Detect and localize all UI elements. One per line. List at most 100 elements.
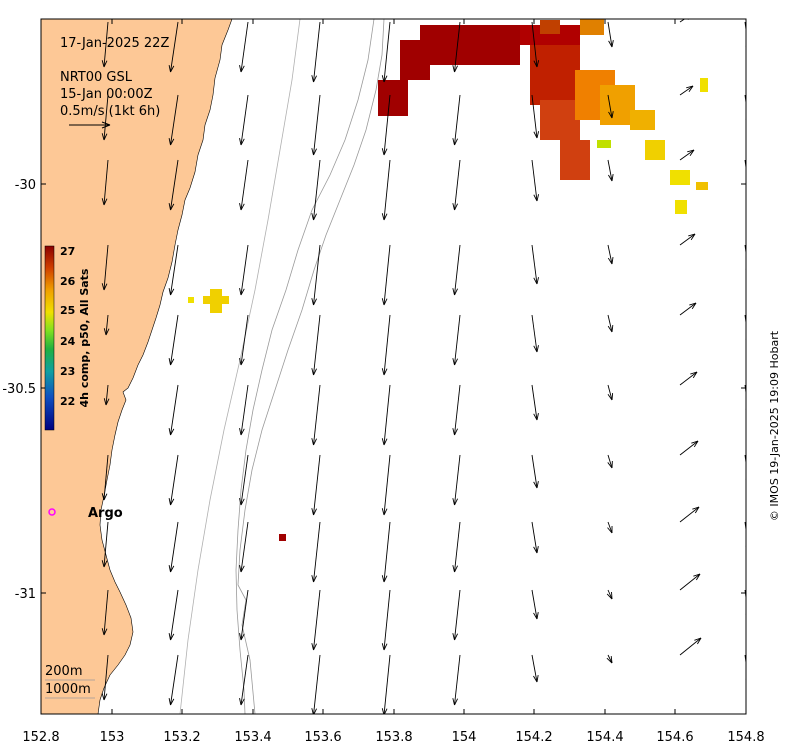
current-arrow [679, 573, 701, 591]
current-arrow [452, 94, 461, 146]
current-arrow [239, 521, 249, 573]
current-arrow [101, 244, 109, 291]
isobath-200m-line [235, 19, 375, 714]
current-arrow [381, 94, 391, 156]
current-arrow [607, 244, 614, 265]
current-arrow [168, 521, 179, 573]
sst-pixel-patches [188, 19, 708, 541]
current-arrow [679, 440, 699, 456]
current-arrow [607, 454, 613, 469]
y-tick-label: -31 [15, 587, 36, 602]
colorbar-title: 4h comp, p50, All Sats [78, 268, 91, 407]
current-arrow [679, 371, 698, 386]
current-arrow [239, 654, 249, 706]
current-arrow [531, 521, 539, 554]
x-tick-label: 154 [452, 730, 477, 745]
current-arrow [679, 637, 702, 656]
sst-colorbar [44, 245, 55, 431]
current-arrow [168, 94, 179, 146]
current-arrow [311, 314, 321, 376]
current-arrow [311, 159, 321, 221]
current-arrow [452, 384, 461, 436]
current-arrow [452, 159, 461, 211]
current-arrow [101, 21, 109, 68]
current-arrow [531, 384, 539, 421]
current-arrow [168, 314, 179, 366]
current-arrow [531, 454, 539, 489]
x-tick-label: 154.8 [727, 730, 764, 745]
current-arrow [311, 454, 321, 516]
y-axis-tick-labels: -30 -30.5 -31 [2, 178, 36, 602]
product-label: NRT00 GSL [60, 70, 133, 85]
current-vectors [101, 19, 746, 714]
current-arrow [679, 149, 695, 161]
colorbar-tick: 25 [60, 304, 75, 317]
current-arrow [101, 159, 109, 206]
current-arrow [101, 454, 109, 501]
x-tick-label: 152.8 [22, 730, 59, 745]
current-arrow [101, 521, 109, 568]
current-arrow [679, 302, 697, 316]
current-arrow [311, 384, 321, 446]
current-arrow [452, 654, 461, 706]
current-arrow [607, 21, 614, 48]
colorbar-tick: 26 [60, 275, 76, 288]
current-arrow [531, 314, 539, 353]
current-arrow [679, 506, 700, 523]
colorbar-tick: 24 [60, 335, 76, 348]
current-arrow [531, 244, 539, 285]
current-arrow [311, 244, 321, 306]
current-arrow [311, 21, 321, 83]
current-arrow [168, 589, 179, 641]
argo-float-marker[interactable] [48, 508, 56, 516]
x-tick-label: 154.2 [515, 730, 552, 745]
x-tick-label: 153.8 [375, 730, 412, 745]
current-arrow [606, 589, 613, 600]
current-arrow [381, 244, 391, 306]
current-arrow [679, 85, 694, 96]
current-arrow [531, 589, 539, 620]
current-arrow [381, 589, 391, 651]
current-arrow [381, 454, 391, 516]
current-arrow [239, 589, 249, 641]
colorbar-tick: 23 [60, 365, 75, 378]
current-arrow [607, 384, 614, 401]
current-arrow [381, 314, 391, 376]
current-arrow [311, 521, 321, 583]
current-arrow [607, 159, 614, 182]
current-arrow [239, 159, 249, 211]
x-tick-label: 154.4 [586, 730, 623, 745]
current-arrow [607, 521, 613, 534]
current-arrow [101, 654, 109, 701]
imos-credit: © IMOS 19-Jan-2025 19:09 Hobart [768, 330, 781, 521]
isobath-1000m-line [237, 19, 385, 714]
current-arrow [168, 384, 179, 436]
x-tick-label: 153.6 [304, 730, 341, 745]
x-tick-label: 153 [100, 730, 125, 745]
date-label: 17-Jan-2025 22Z [60, 36, 169, 51]
current-arrow [101, 94, 109, 141]
current-arrow [168, 244, 179, 296]
current-arrow [607, 94, 614, 119]
current-arrow [239, 314, 249, 366]
scale-label: 0.5m/s (1kt 6h) [60, 104, 160, 119]
current-arrow [311, 589, 321, 651]
current-arrow [679, 233, 696, 246]
colorbar-tick: 27 [60, 245, 75, 258]
current-arrow [452, 21, 461, 73]
scale-arrow [69, 121, 111, 129]
current-arrow [452, 314, 461, 366]
current-arrow [239, 384, 249, 436]
isobath-1000-label: 1000m [45, 682, 91, 697]
x-axis-tick-labels: 152.8 153 153.2 153.4 153.6 153.8 154 15… [22, 730, 764, 745]
colorbar-tick-labels: 27 26 25 24 23 22 [60, 245, 76, 408]
colorbar-tick: 22 [60, 395, 75, 408]
current-arrow [168, 454, 179, 506]
current-arrow [101, 589, 109, 636]
isobath-200-label: 200m [45, 664, 82, 679]
current-arrow [168, 21, 179, 73]
current-arrow [381, 21, 391, 83]
y-tick-label: -30.5 [2, 382, 36, 397]
current-arrow [311, 94, 321, 156]
